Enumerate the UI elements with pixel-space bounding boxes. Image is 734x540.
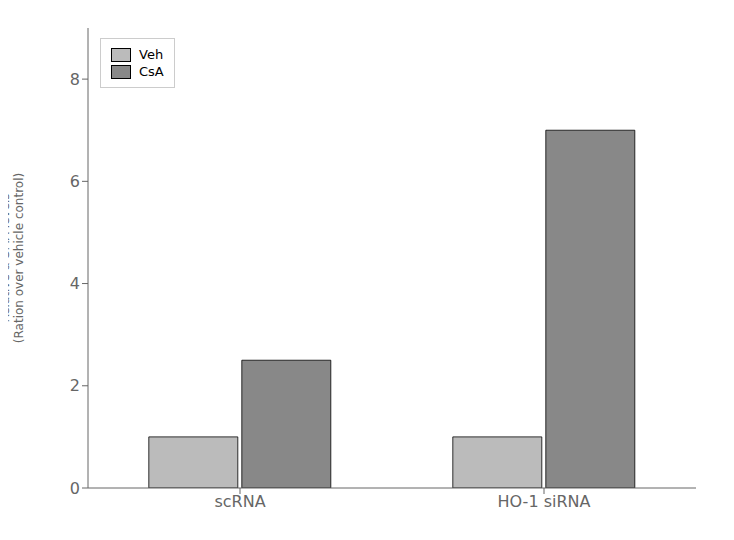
svg-text:HO-1 siRNA: HO-1 siRNA [498,492,591,511]
svg-text:Relative α-SMA levels(Ration o: Relative α-SMA levels(Ration over vehicl… [8,173,26,343]
svg-text:0: 0 [70,479,80,498]
html-text:CsA: CsA [139,64,164,79]
svg-text:4: 4 [70,274,80,293]
svg-text:scRNA: scRNA [214,492,265,511]
html-text:Veh: Veh [139,47,164,62]
svg-text:6: 6 [70,172,80,191]
svg-text:2: 2 [70,376,80,395]
svg-text:8: 8 [70,70,80,89]
